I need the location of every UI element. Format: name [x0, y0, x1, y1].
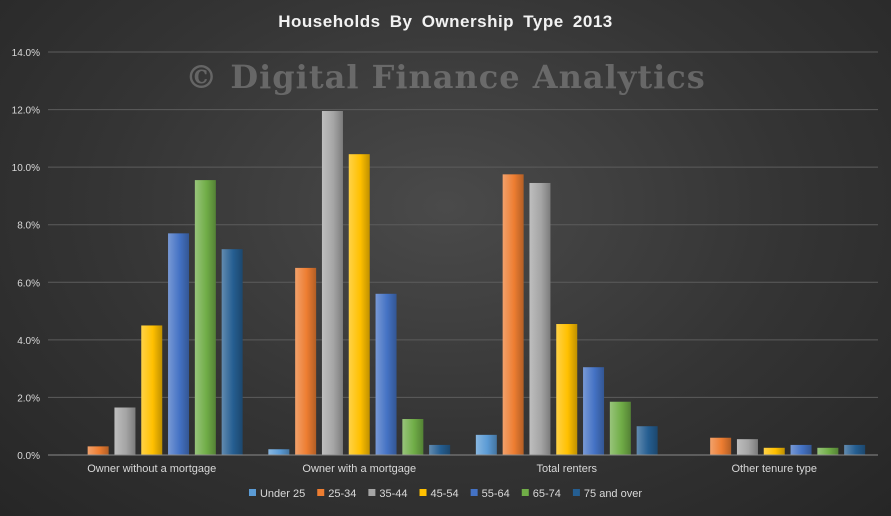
legend-swatch [248, 489, 256, 496]
bar-25-34-3[interactable] [710, 437, 732, 455]
bar-under-25-1[interactable] [268, 449, 290, 455]
bar-35-44-1[interactable] [321, 111, 343, 455]
legend-swatch [470, 489, 478, 496]
legend-item-under-25[interactable]: Under 25 [248, 488, 305, 500]
bar-65-74-3[interactable] [817, 447, 839, 455]
bar-25-34-1[interactable] [295, 267, 317, 455]
bar-35-44-0[interactable] [114, 407, 136, 455]
legend-item-55-64[interactable]: 55-64 [470, 488, 510, 500]
bar-45-54-2[interactable] [556, 324, 578, 455]
legend-label: 35-44 [379, 488, 407, 500]
legend-swatch [368, 489, 376, 496]
y-tick-label: 12.0% [12, 106, 40, 117]
legend-item-45-54[interactable]: 45-54 [419, 488, 459, 500]
bar-25-34-2[interactable] [502, 174, 524, 455]
bar-55-64-1[interactable] [375, 293, 397, 455]
bar-under-25-2[interactable] [475, 434, 497, 455]
bar-25-34-0[interactable] [87, 446, 109, 455]
legend-swatch [419, 489, 427, 496]
bar-75-and-over-3[interactable] [844, 444, 866, 455]
y-tick-label: 0.0% [17, 451, 40, 462]
bar-35-44-3[interactable] [736, 439, 758, 455]
bar-75-and-over-0[interactable] [221, 249, 243, 455]
legend-item-25-34[interactable]: 25-34 [317, 488, 356, 500]
bars [87, 111, 866, 456]
y-tick-label: 6.0% [17, 278, 40, 289]
x-category-label: Owner without a mortgage [87, 463, 216, 475]
y-tick-label: 4.0% [17, 336, 40, 347]
legend[interactable]: Under 25 25-34 35-44 45-54 55-64 65-74 75 and … [248, 488, 642, 500]
y-tick-label: 10.0% [12, 163, 40, 174]
bar-45-54-3[interactable] [763, 447, 785, 455]
y-tick-label: 2.0% [17, 393, 40, 404]
gridlines [48, 51, 878, 398]
x-axis-category-labels: Owner without a mortgage Owner with a mor… [87, 463, 817, 475]
bar-65-74-0[interactable] [194, 180, 216, 455]
legend-label: 25-34 [328, 488, 356, 500]
bar-55-64-0[interactable] [168, 233, 190, 455]
y-axis-tick-labels: 0.0% 2.0% 4.0% 6.0% 8.0% 10.0% 12.0% 14.0% [12, 48, 40, 462]
legend-label: 45-54 [431, 488, 459, 500]
bar-35-44-2[interactable] [529, 182, 551, 455]
bar-45-54-1[interactable] [348, 154, 370, 456]
bar-65-74-1[interactable] [402, 419, 424, 455]
y-tick-label: 8.0% [17, 221, 40, 232]
legend-item-65-74[interactable]: 65-74 [521, 488, 561, 500]
bar-65-74-2[interactable] [609, 401, 631, 455]
x-category-label: Total renters [536, 463, 597, 475]
legend-swatch [521, 489, 529, 496]
legend-swatch [317, 489, 325, 496]
bar-45-54-0[interactable] [141, 325, 163, 455]
legend-item-75-and-over[interactable]: 75 and over [572, 488, 642, 500]
bar-75-and-over-2[interactable] [636, 426, 658, 455]
bar-75-and-over-1[interactable] [429, 444, 451, 455]
x-category-label: Owner with a mortgage [302, 463, 416, 475]
legend-label: 55-64 [482, 488, 510, 500]
legend-item-35-44[interactable]: 35-44 [368, 488, 408, 500]
bar-55-64-3[interactable] [790, 444, 812, 455]
x-category-label: Other tenure type [731, 463, 817, 475]
y-tick-label: 14.0% [12, 48, 40, 59]
bar-55-64-2[interactable] [583, 367, 605, 455]
legend-swatch [572, 489, 580, 496]
legend-label: 75 and over [584, 488, 642, 500]
legend-label: Under 25 [260, 488, 305, 500]
chart-title: Households By Ownership Type 2013 [278, 12, 613, 31]
legend-label: 65-74 [533, 488, 561, 500]
